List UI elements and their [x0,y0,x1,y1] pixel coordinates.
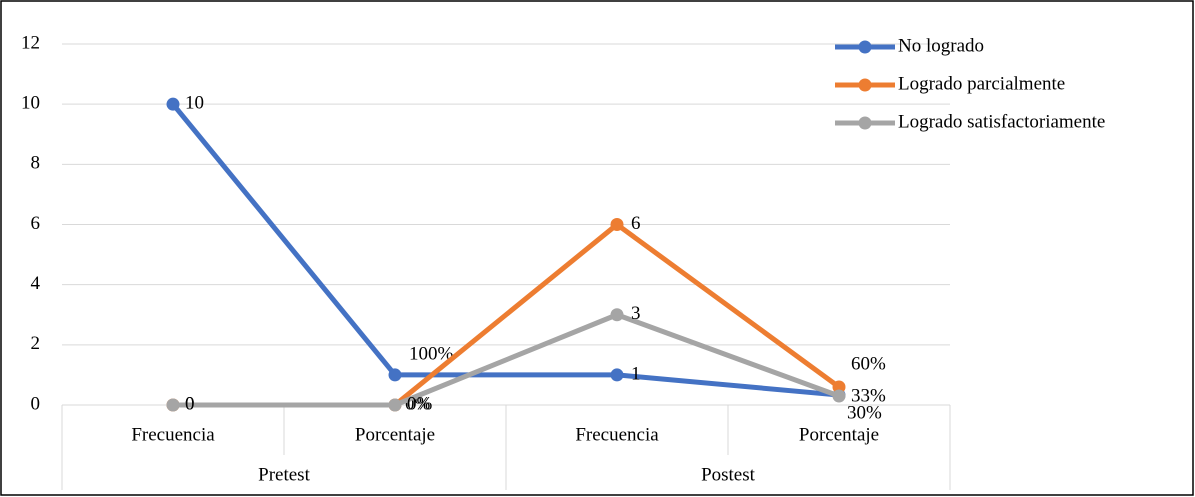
data-label: 33% [851,385,886,406]
legend-label: Logrado parcialmente [898,73,1065,94]
legend-marker [858,40,872,54]
y-tick-label: 8 [31,153,41,174]
legend-label: No logrado [898,35,984,56]
data-label: 100% [409,343,454,364]
legend-marker [858,116,872,130]
y-tick-label: 0 [31,393,41,414]
data-label: 30% [847,402,882,423]
group-label: Pretest [258,464,310,485]
data-point [832,380,846,394]
data-label: 3 [631,303,641,324]
data-label: 10 [185,93,204,114]
y-tick-label: 4 [31,273,41,294]
legend-marker [858,78,872,92]
series-line [173,312,840,408]
data-label: 1 [631,363,641,384]
data-label: 0% [407,393,433,414]
y-tick-label: 6 [31,213,41,234]
data-point [610,308,624,322]
data-point [166,398,180,412]
data-label: 60% [851,353,886,374]
x-tick-label: Frecuencia [575,424,659,445]
x-tick-label: Porcentaje [799,424,879,445]
legend-label: Logrado satisfactoriamente [898,111,1105,132]
x-tick-label: Porcentaje [355,424,435,445]
data-point [832,389,846,403]
y-tick-label: 10 [21,93,40,114]
data-point [388,368,402,382]
y-tick-label: 2 [31,333,41,354]
data-point [388,398,402,412]
group-label: Postest [701,464,756,485]
series-line [171,102,840,398]
data-label: 6 [631,213,641,234]
y-tick-label: 12 [21,32,40,53]
data-point [610,368,624,382]
x-tick-label: Frecuencia [131,424,215,445]
data-point [610,218,624,231]
data-label: 0 [185,393,195,414]
data-point [166,97,180,111]
